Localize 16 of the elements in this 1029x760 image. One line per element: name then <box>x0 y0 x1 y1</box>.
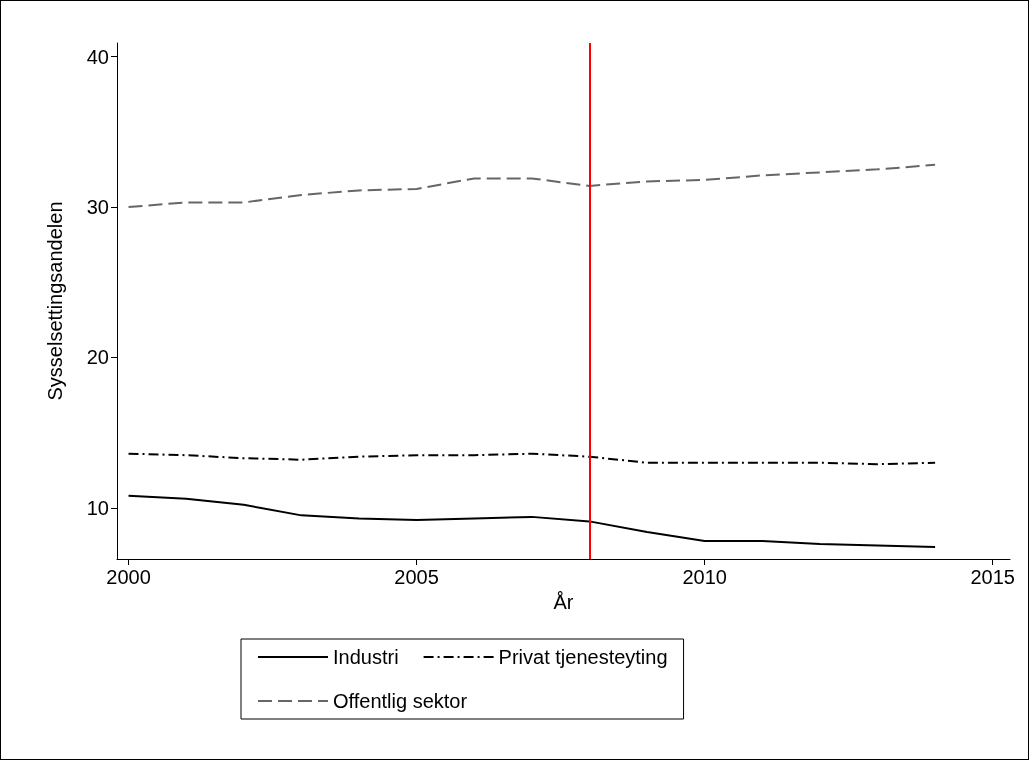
legend-label: Offentlig sektor <box>333 690 468 712</box>
x-tick-label: 2010 <box>682 566 727 588</box>
x-tick-label: 2005 <box>394 566 439 588</box>
y-tick-label: 20 <box>86 346 109 369</box>
line-series <box>127 163 937 208</box>
line-series <box>127 452 937 466</box>
y-tick-label: 10 <box>86 496 109 519</box>
legend-label: Industri <box>333 646 399 668</box>
x-tick-label: 2015 <box>970 566 1015 588</box>
legend-label: Privat tjenesteyting <box>498 646 668 668</box>
y-tick-label: 30 <box>86 195 109 218</box>
x-tick-label: 2000 <box>106 566 151 588</box>
y-axis-title: Sysselsettingsandelen <box>44 201 66 401</box>
y-tick-label: 40 <box>86 45 109 68</box>
x-axis-title: År <box>553 590 574 613</box>
line-series <box>127 494 937 548</box>
